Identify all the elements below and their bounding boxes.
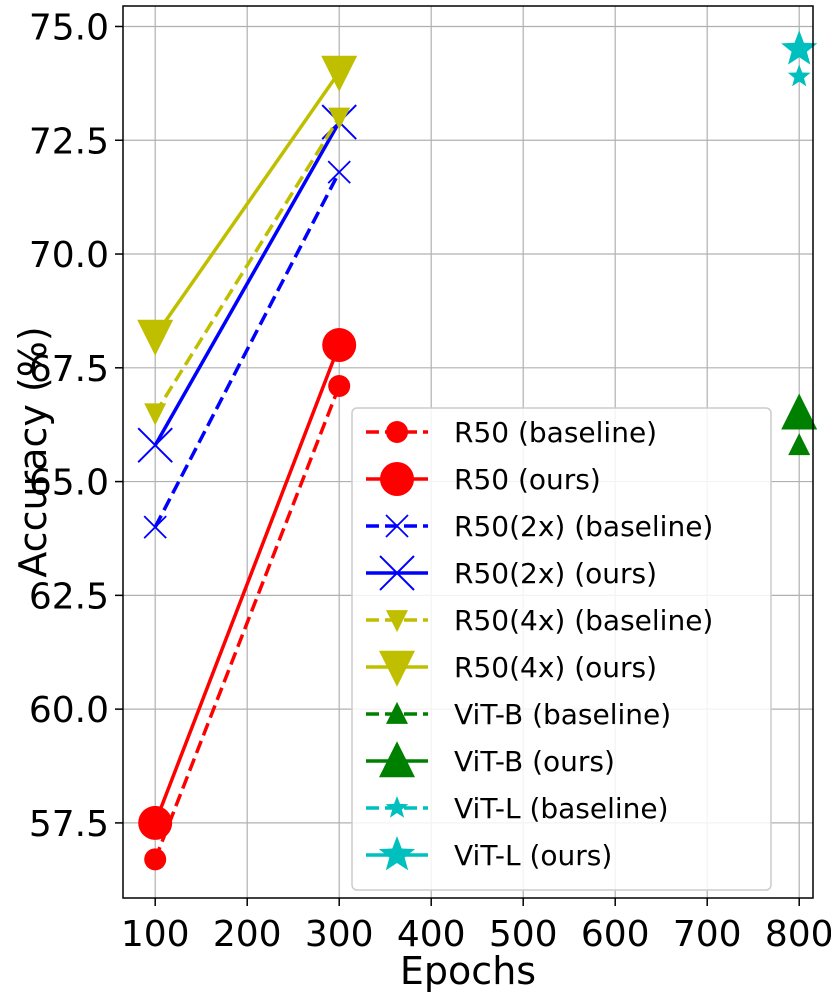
series-9 xyxy=(781,30,818,65)
legend-item: ViT-B (ours) xyxy=(366,741,615,778)
legend-label: R50 (baseline) xyxy=(454,416,657,449)
y-tick-label: 72.5 xyxy=(29,121,109,162)
series-line xyxy=(153,344,341,824)
series-2 xyxy=(143,160,351,539)
data-point xyxy=(144,403,167,426)
legend-marker xyxy=(386,701,408,724)
legend-marker xyxy=(386,610,408,633)
data-point xyxy=(138,805,173,840)
series-line xyxy=(153,70,341,337)
plot-frame xyxy=(122,5,814,899)
data-point xyxy=(137,319,174,356)
legend-marker xyxy=(379,741,415,778)
series-line xyxy=(153,116,341,415)
y-tick-label: 67.5 xyxy=(29,349,109,390)
data-point xyxy=(328,375,351,398)
series-1 xyxy=(138,328,357,840)
x-axis-label: Epochs xyxy=(400,949,536,993)
legend-label: R50(4x) (ours) xyxy=(454,651,657,684)
data-point xyxy=(137,427,173,463)
legend-marker xyxy=(379,555,415,591)
legend-item: R50 (ours) xyxy=(366,462,601,496)
series-8 xyxy=(787,64,811,87)
series-5 xyxy=(137,55,358,356)
legend-label: ViT-L (baseline) xyxy=(454,792,669,825)
legend-label: R50(4x) (baseline) xyxy=(454,604,713,637)
legend-label: ViT-L (ours) xyxy=(454,839,612,872)
legend-item: R50(4x) (ours) xyxy=(366,650,657,687)
legend-marker xyxy=(385,796,409,818)
data-point xyxy=(328,107,351,130)
legend-item: R50(2x) (baseline) xyxy=(366,510,713,543)
legend-label: ViT-B (baseline) xyxy=(454,698,671,731)
data-point xyxy=(788,433,811,456)
y-tick-label: 62.5 xyxy=(29,576,109,617)
y-tick-label: 57.5 xyxy=(29,804,109,845)
data-point xyxy=(143,515,167,539)
legend-marker xyxy=(379,650,415,687)
data-point xyxy=(144,848,167,871)
series-line xyxy=(153,171,341,528)
series-4 xyxy=(144,107,351,426)
x-tick-label: 500 xyxy=(489,914,558,955)
series-line xyxy=(153,385,341,860)
x-tick-label: 700 xyxy=(673,914,742,955)
x-tick-label: 800 xyxy=(765,914,831,955)
data-point xyxy=(321,55,358,92)
series-7 xyxy=(781,393,818,430)
legend-label: R50(2x) (baseline) xyxy=(454,510,713,543)
x-tick-label: 100 xyxy=(121,914,190,955)
legend-item: ViT-L (ours) xyxy=(366,836,612,872)
legend-label: ViT-B (ours) xyxy=(454,745,615,778)
legend-item: R50(4x) (baseline) xyxy=(366,604,713,637)
y-tick-label: 70.0 xyxy=(29,235,109,276)
series-0 xyxy=(144,375,351,871)
legend-marker xyxy=(378,836,416,871)
x-tick-label: 400 xyxy=(397,914,466,955)
legend-label: R50(2x) (ours) xyxy=(454,557,657,590)
legend-marker xyxy=(380,462,414,496)
data-point xyxy=(781,393,818,430)
series-layer xyxy=(137,30,818,871)
legend-item: ViT-L (baseline) xyxy=(366,792,669,825)
legend-item: R50(2x) (ours) xyxy=(366,555,657,591)
legend-label: R50 (ours) xyxy=(454,463,601,496)
data-point xyxy=(327,160,351,184)
y-tick-label: 75.0 xyxy=(29,7,109,48)
legend-marker xyxy=(386,421,408,443)
y-axis-label: Accuracy (%) xyxy=(11,326,55,577)
axis-ticks: 100 200 300 400 500 600 700 800 57.5 60.0 62.5 65.0… xyxy=(29,7,831,955)
legend-item: ViT-B (baseline) xyxy=(366,698,671,731)
legend: R50 (baseline) R50 (ours) R50(2x) (baselin… xyxy=(351,407,772,891)
series-line xyxy=(153,121,341,447)
series-6 xyxy=(788,433,811,456)
data-point xyxy=(322,328,357,363)
legend-item: R50 (baseline) xyxy=(366,416,657,449)
legend-marker xyxy=(385,514,409,538)
data-point xyxy=(787,64,811,87)
x-tick-label: 200 xyxy=(213,914,282,955)
x-tick-label: 300 xyxy=(305,914,374,955)
y-tick-label: 65.0 xyxy=(29,463,109,504)
x-tick-label: 600 xyxy=(581,914,650,955)
y-tick-label: 60.0 xyxy=(29,690,109,731)
data-point xyxy=(781,30,818,65)
legend-box xyxy=(351,407,772,891)
